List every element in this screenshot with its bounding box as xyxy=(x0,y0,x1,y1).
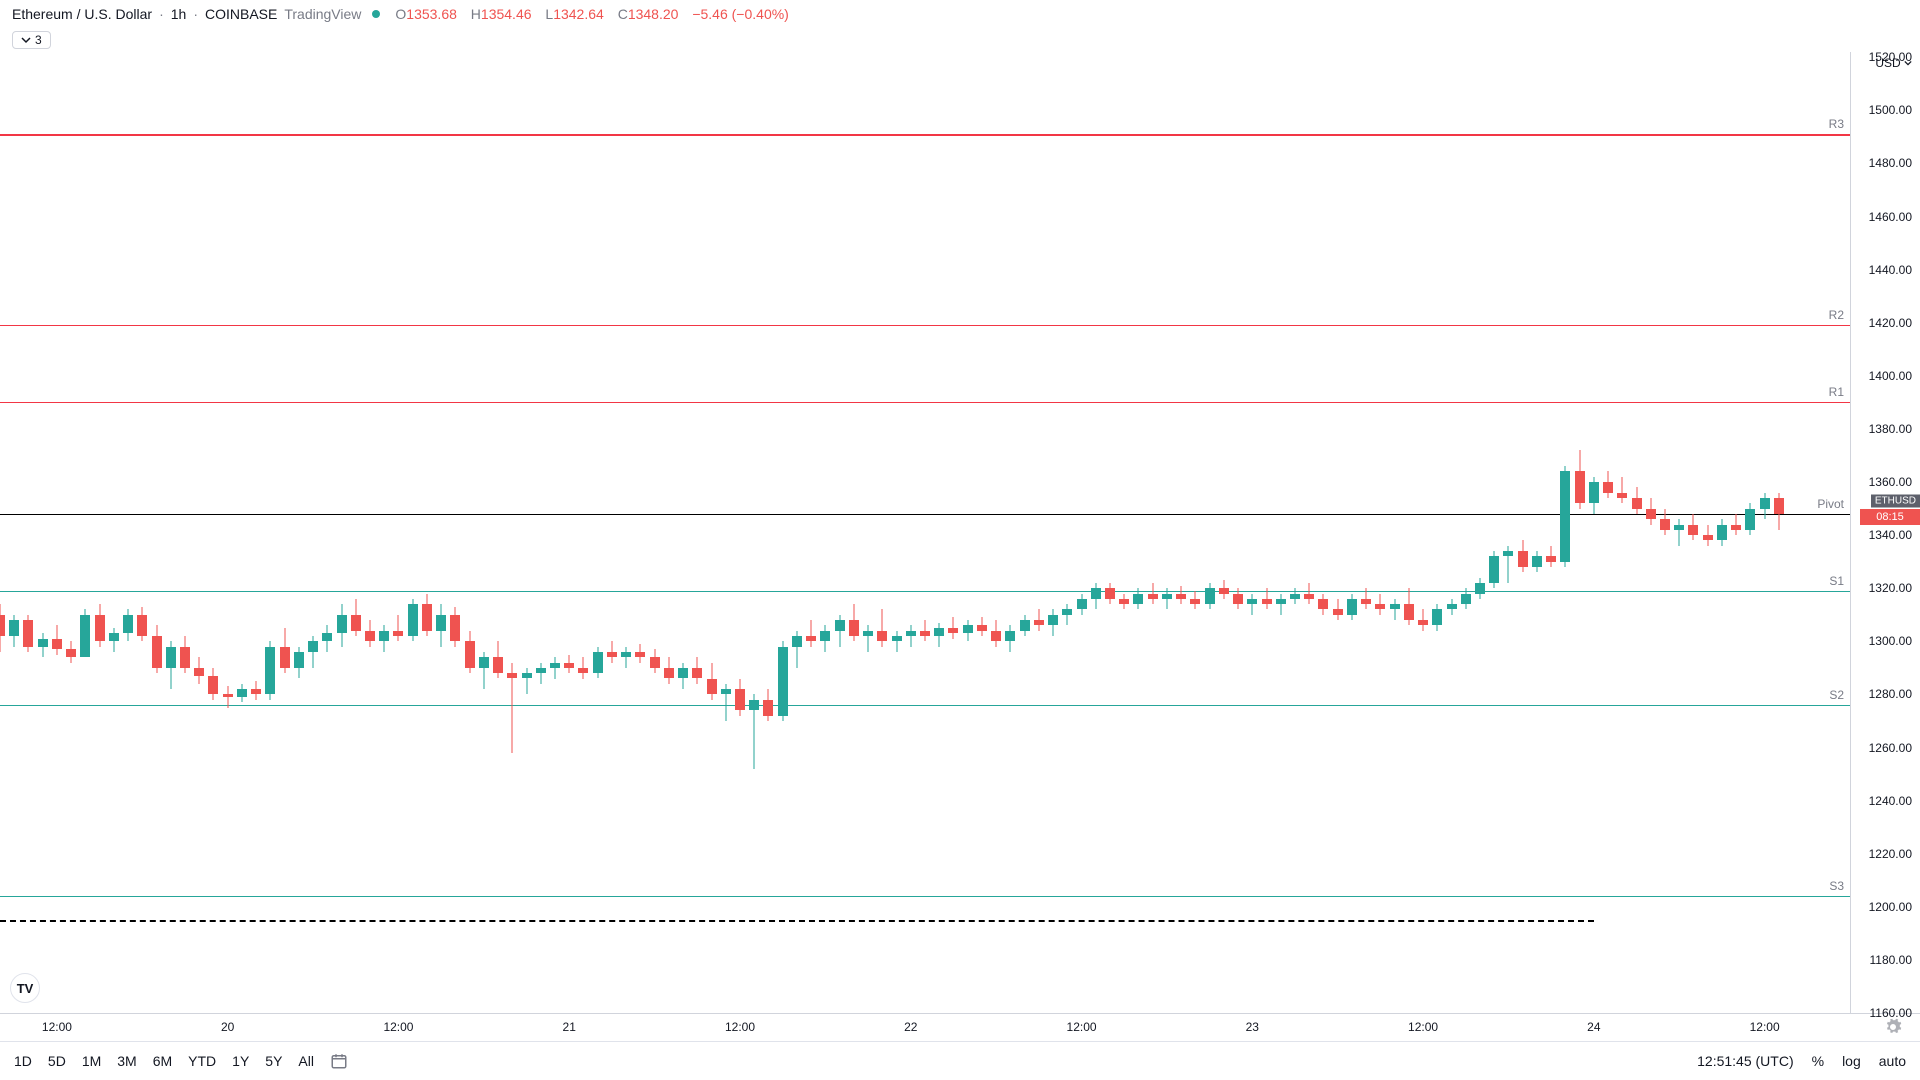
x-tick-label: 12:00 xyxy=(42,1020,72,1034)
range-ytd[interactable]: YTD xyxy=(188,1053,216,1069)
chart-footer: 1D 5D 1M 3M 6M YTD 1Y 5Y All 12:51:45 (UTC) % lo… xyxy=(0,1042,1920,1080)
pivot-line-pivot[interactable] xyxy=(0,514,1850,515)
y-tick-label: 1360.00 xyxy=(1869,475,1912,489)
x-tick-label: 12:00 xyxy=(1750,1020,1780,1034)
price-axis[interactable]: USD 1520.001500.001480.001460.001440.001… xyxy=(1850,52,1920,1014)
y-tick-label: 1300.00 xyxy=(1869,634,1912,648)
y-tick-label: 1440.00 xyxy=(1869,263,1912,277)
pivot-label: R3 xyxy=(1829,117,1844,131)
pivot-line-s1[interactable] xyxy=(0,591,1850,592)
x-tick-label: 20 xyxy=(221,1020,234,1034)
x-tick-label: 12:00 xyxy=(1408,1020,1438,1034)
pivot-label: S2 xyxy=(1829,688,1844,702)
y-tick-label: 1240.00 xyxy=(1869,794,1912,808)
chart-header: Ethereum / U.S. Dollar · 1h · COINBASE T… xyxy=(0,0,1920,28)
time-range-selector: 1D 5D 1M 3M 6M YTD 1Y 5Y All xyxy=(14,1052,348,1070)
auto-toggle[interactable]: auto xyxy=(1879,1053,1906,1069)
range-3m[interactable]: 3M xyxy=(117,1053,136,1069)
calendar-icon[interactable] xyxy=(330,1052,348,1070)
range-all[interactable]: All xyxy=(298,1053,314,1069)
y-tick-label: 1500.00 xyxy=(1869,103,1912,117)
pivot-line-r2[interactable] xyxy=(0,325,1850,326)
range-5y[interactable]: 5Y xyxy=(265,1053,282,1069)
range-5d[interactable]: 5D xyxy=(48,1053,66,1069)
market-status-icon xyxy=(372,10,380,18)
y-tick-label: 1480.00 xyxy=(1869,156,1912,170)
tradingview-logo-icon[interactable]: TV xyxy=(10,973,40,1003)
y-tick-label: 1340.00 xyxy=(1869,528,1912,542)
range-1y[interactable]: 1Y xyxy=(232,1053,249,1069)
price-chart[interactable]: TV R3 R2 R1 Pivot S1 S2 S3 xyxy=(0,52,1850,1014)
time-axis[interactable]: 12:00 20 12:00 21 12:00 22 12:00 23 12:00 24 12:00 xyxy=(0,1014,1920,1042)
pivot-label: S3 xyxy=(1829,879,1844,893)
x-tick-label: 12:00 xyxy=(1067,1020,1097,1034)
ohlc-display: O1353.68 H1354.46 L1342.64 C1348.20 −5.4… xyxy=(395,6,788,22)
range-1m[interactable]: 1M xyxy=(82,1053,101,1069)
y-tick-label: 1380.00 xyxy=(1869,422,1912,436)
x-tick-label: 12:00 xyxy=(383,1020,413,1034)
y-tick-label: 1400.00 xyxy=(1869,369,1912,383)
range-1d[interactable]: 1D xyxy=(14,1053,32,1069)
y-tick-label: 1460.00 xyxy=(1869,210,1912,224)
pivot-line-s3[interactable] xyxy=(0,896,1850,897)
pivot-line-r1[interactable] xyxy=(0,402,1850,403)
y-tick-label: 1520.00 xyxy=(1869,50,1912,64)
y-tick-label: 1280.00 xyxy=(1869,687,1912,701)
interval[interactable]: 1h xyxy=(171,6,187,22)
y-tick-label: 1200.00 xyxy=(1869,900,1912,914)
exchange: COINBASE xyxy=(205,6,277,22)
pivot-label: R2 xyxy=(1829,308,1844,322)
symbol-price-label: ETHUSD xyxy=(1871,495,1920,508)
x-tick-label: 22 xyxy=(904,1020,917,1034)
pivot-label: Pivot xyxy=(1817,497,1844,511)
y-tick-label: 1320.00 xyxy=(1869,581,1912,595)
chevron-down-icon xyxy=(21,35,31,45)
y-tick-label: 1180.00 xyxy=(1870,953,1913,967)
x-tick-label: 21 xyxy=(563,1020,576,1034)
provider: TradingView xyxy=(284,6,361,22)
x-tick-label: 23 xyxy=(1246,1020,1259,1034)
collapse-indicators-button[interactable]: 3 xyxy=(12,31,51,49)
dashed-reference-line[interactable] xyxy=(0,920,1594,922)
x-tick-label: 12:00 xyxy=(725,1020,755,1034)
gear-icon[interactable] xyxy=(1884,1018,1902,1036)
percent-toggle[interactable]: % xyxy=(1812,1053,1824,1069)
y-tick-label: 1260.00 xyxy=(1869,741,1912,755)
pivot-line-s2[interactable] xyxy=(0,705,1850,706)
y-tick-label: 1420.00 xyxy=(1869,316,1912,330)
pivot-line-r3[interactable] xyxy=(0,134,1850,136)
range-6m[interactable]: 6M xyxy=(153,1053,172,1069)
symbol-name[interactable]: Ethereum / U.S. Dollar xyxy=(12,6,152,22)
countdown-price-tag: 08:15 xyxy=(1860,509,1920,525)
pivot-label: S1 xyxy=(1829,574,1844,588)
x-tick-label: 24 xyxy=(1587,1020,1600,1034)
pivot-label: R1 xyxy=(1829,385,1844,399)
log-toggle[interactable]: log xyxy=(1842,1053,1861,1069)
y-tick-label: 1220.00 xyxy=(1869,847,1912,861)
clock[interactable]: 12:51:45 (UTC) xyxy=(1697,1053,1793,1069)
